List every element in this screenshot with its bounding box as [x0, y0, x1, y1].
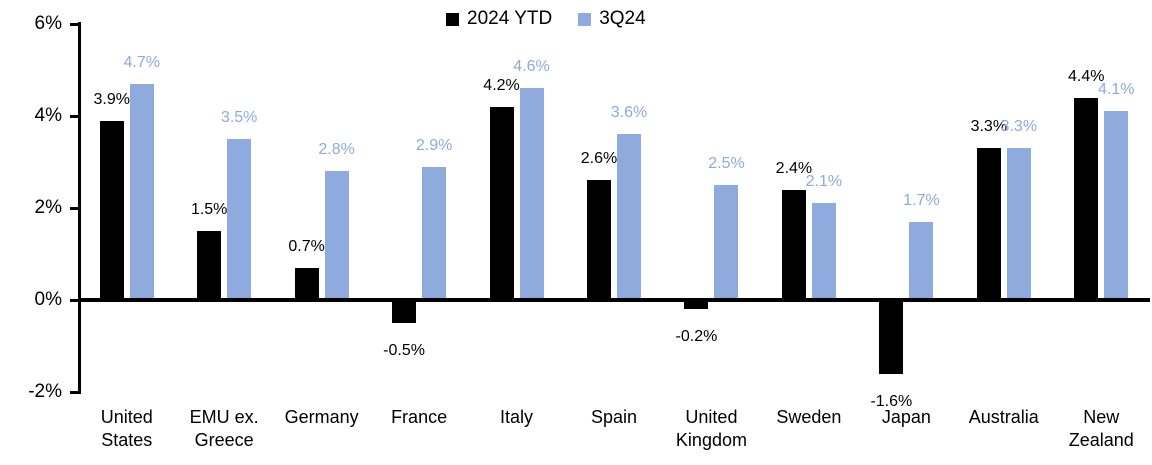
y-tick-mark [70, 390, 78, 394]
category-label: Sweden [776, 407, 842, 427]
y-tick-mark [70, 206, 78, 210]
y-tick-mark [70, 114, 78, 118]
bar-2024-ytd [684, 298, 709, 310]
bar-label: 3.9% [93, 90, 130, 108]
bar-3q24 [129, 83, 154, 302]
y-tick-mark [70, 298, 78, 302]
y-tick-mark [70, 22, 78, 26]
y-tick-label: 6% [34, 13, 62, 34]
bar-3q24 [714, 185, 739, 302]
bar-label: 2.8% [318, 141, 355, 159]
bar-3q24 [227, 139, 252, 302]
bar-label: 3.6% [610, 104, 648, 122]
bar-label: 2.4% [775, 159, 813, 177]
bar-3q24 [1006, 148, 1031, 302]
category-label: United States [100, 407, 153, 450]
category-label: Australia [968, 407, 1039, 427]
bar-2024-ytd [781, 189, 806, 302]
zero-line [78, 298, 1150, 302]
bar-2024-ytd [392, 298, 417, 323]
bar-label: 0.7% [288, 237, 325, 255]
category-label: Germany [284, 407, 359, 427]
chart-legend: 2024 YTD 3Q24 [446, 8, 646, 30]
category-label: EMU ex. Greece [189, 407, 259, 450]
bar-2024-ytd [197, 231, 222, 302]
bar-label: -1.6% [870, 392, 913, 410]
legend-label: 3Q24 [599, 8, 646, 29]
y-tick-label: 4% [34, 105, 62, 126]
bar-2024-ytd [294, 267, 319, 302]
bar-3q24 [909, 221, 934, 302]
y-tick-label: 0% [34, 289, 62, 310]
category-label: France [391, 407, 448, 427]
legend-label: 2024 YTD [467, 8, 553, 29]
bar-label: 4.7% [123, 53, 160, 71]
category-label: Spain [590, 407, 638, 427]
category-label: Italy [500, 407, 534, 427]
bar-2024-ytd [587, 180, 611, 302]
bar-label: 4.1% [1098, 81, 1135, 99]
bar-2024-ytd [99, 120, 124, 302]
bar-label: 1.5% [190, 201, 228, 218]
bar-label: 2.5% [708, 155, 745, 172]
bar-label: -0.5% [383, 342, 425, 359]
category-label: United Kingdom [675, 407, 747, 450]
bar-3q24 [1104, 111, 1129, 302]
bar-3q24 [422, 166, 447, 302]
category-label: New Zealand [1068, 407, 1134, 450]
y-axis-line [78, 22, 81, 394]
bar-label: 3.3% [1000, 118, 1038, 136]
bar-3q24 [617, 134, 641, 302]
category-label: Japan [881, 407, 931, 427]
bar-label: 2.6% [580, 150, 618, 168]
bar-label: 2.1% [805, 173, 843, 191]
y-tick-label: -2% [28, 381, 62, 402]
bar-label: 1.7% [903, 191, 940, 209]
bar-label: 2.9% [415, 136, 453, 154]
bar-label: -0.2% [675, 328, 718, 346]
legend-swatch-black [446, 12, 459, 26]
bar-label: 3.3% [970, 118, 1008, 136]
legend-item-2024-ytd: 2024 YTD [446, 8, 552, 30]
legend-swatch-blue [578, 12, 592, 26]
bar-2024-ytd [879, 298, 904, 374]
bar-2024-ytd [976, 148, 1001, 302]
bar-label: 3.5% [220, 109, 258, 126]
bar-3q24 [811, 203, 836, 302]
legend-item-3q24: 3Q24 [578, 8, 646, 30]
bar-3q24 [519, 88, 544, 302]
bar-2024-ytd [1074, 97, 1099, 302]
bar-2024-ytd [489, 106, 514, 302]
bar-label: 4.6% [513, 58, 550, 76]
bar-label: 4.4% [1068, 67, 1105, 85]
y-tick-label: 2% [34, 197, 62, 218]
bar-label: 4.2% [483, 76, 520, 94]
bar-3q24 [324, 171, 349, 302]
